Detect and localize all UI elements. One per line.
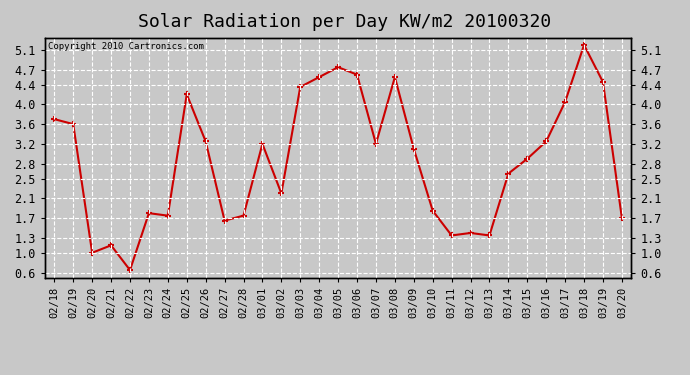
Text: Solar Radiation per Day KW/m2 20100320: Solar Radiation per Day KW/m2 20100320	[139, 13, 551, 31]
Text: Copyright 2010 Cartronics.com: Copyright 2010 Cartronics.com	[48, 42, 204, 51]
